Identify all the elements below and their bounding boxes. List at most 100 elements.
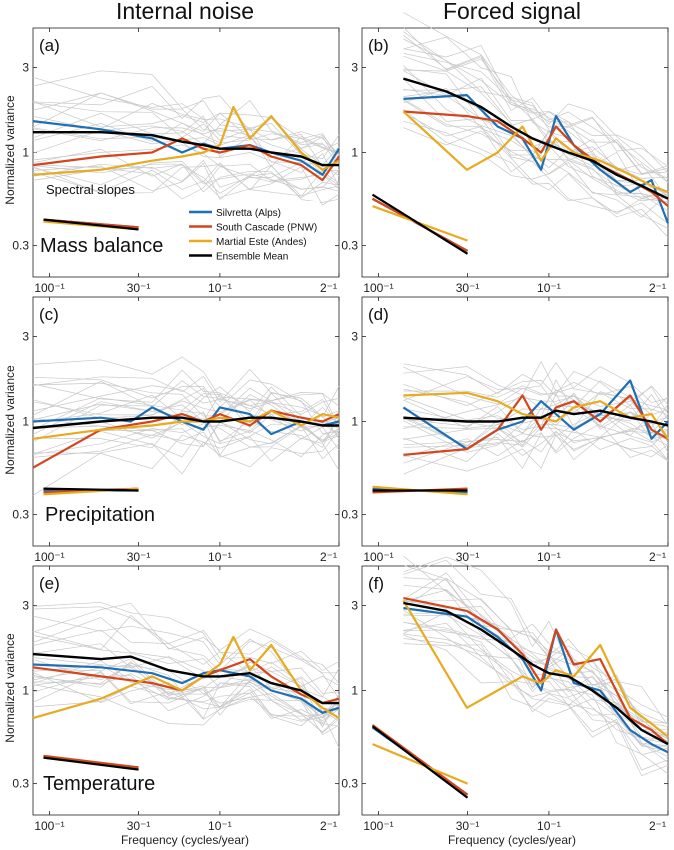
ensemble-member-line: [32, 92, 340, 164]
ensemble-member-line: [32, 664, 340, 728]
panel-d: (d) 100⁻¹ 30⁻¹ 10⁻¹ 2⁻¹ 0.3 1 3: [341, 296, 669, 564]
x-tick-label: 2⁻¹: [649, 550, 666, 564]
y-tick-label: 1: [22, 146, 29, 160]
slope-line-ensemble: [43, 487, 139, 492]
x-tick-label: 30⁻¹: [456, 550, 480, 564]
ensemble-member-line: [32, 164, 340, 197]
ensemble-member-line: [403, 88, 669, 194]
series-line-ensemble: [32, 652, 339, 705]
y-tick-label: 3: [22, 599, 29, 613]
ensemble-member-line: [32, 601, 340, 671]
ensemble-member-line: [32, 429, 340, 469]
ensemble-member-line: [32, 368, 340, 418]
y-tick-label: 1: [22, 415, 29, 429]
ensemble-member-line: [403, 34, 669, 179]
series-line-martial: [403, 391, 669, 440]
ensemble-member-line: [403, 423, 669, 469]
x-tick-label: 100⁻¹: [363, 819, 393, 833]
ensemble-member-line: [32, 369, 340, 427]
column-title-internal-noise: Internal noise: [116, 0, 254, 24]
ensemble-member-line: [32, 670, 340, 736]
ensemble-member-line: [32, 385, 340, 429]
ylabel-row3: Normalized variance: [3, 633, 17, 743]
y-tick-label: 3: [351, 599, 358, 613]
panel-a: (a) 100⁻¹ 30⁻¹ 10⁻¹ 2⁻¹ 0.3 1 3: [12, 27, 340, 295]
x-tick-label: 10⁻¹: [208, 281, 232, 295]
x-tick-label: 10⁻¹: [537, 819, 561, 833]
ensemble-member-line: [32, 606, 340, 684]
ensemble-member-line: [403, 389, 669, 427]
series-line-south: [32, 409, 340, 469]
slope-line-south: [43, 754, 139, 769]
x-tick-label: 30⁻¹: [127, 281, 151, 295]
x-tick-label: 30⁻¹: [456, 819, 480, 833]
ensemble-member-line: [403, 395, 669, 430]
y-tick-label: 3: [351, 330, 358, 344]
slope-line-ensemble: [43, 756, 139, 771]
ensemble-member-line: [403, 629, 669, 758]
series-line-martial: [402, 599, 669, 738]
ensemble-member-line: [403, 64, 669, 202]
ensemble-member-line: [403, 98, 669, 218]
y-tick-label: 1: [351, 146, 358, 160]
y-tick-label: 0.3: [341, 508, 358, 522]
series-line-ensemble: [403, 77, 669, 200]
y-tick-label: 1: [351, 684, 358, 698]
ensemble-member-line: [403, 100, 669, 215]
ensemble-member-line: [32, 92, 340, 168]
ensemble-member-line: [403, 120, 669, 238]
xlabel-left: Frequency (cycles/year): [121, 833, 249, 847]
ensemble-member-line: [32, 391, 340, 435]
ensemble-member-line: [403, 408, 669, 443]
ensemble-member-line: [403, 53, 669, 183]
ensemble-member-line: [32, 602, 340, 699]
ensemble-member-line: [403, 633, 669, 756]
label-temperature: Temperature: [43, 773, 155, 795]
series-line-martial: [32, 105, 340, 176]
ensemble-member-line: [32, 101, 340, 166]
ensemble-member-line: [32, 425, 340, 460]
ensemble-member-line: [403, 634, 669, 777]
x-tick-label: 100⁻¹: [363, 550, 393, 564]
series-line-silvretta: [403, 93, 670, 224]
x-tick-label: 10⁻¹: [537, 281, 561, 295]
x-tick-label: 2⁻¹: [320, 550, 337, 564]
x-tick-label: 2⁻¹: [320, 281, 337, 295]
ensemble-member-line: [403, 428, 669, 472]
ensemble-member-line: [403, 127, 669, 224]
series-line-ensemble: [32, 416, 339, 430]
xlabel-right: Frequency (cycles/year): [448, 833, 576, 847]
ensemble-member-line: [32, 436, 340, 496]
series-line-martial: [402, 110, 669, 194]
panel-label: (b): [368, 36, 389, 55]
x-tick-label: 100⁻¹: [363, 281, 393, 295]
panel-f: (f) 100⁻¹ 30⁻¹ 10⁻¹ 2⁻¹ 0.3 1 3: [341, 555, 669, 833]
legend-entry: Silvretta (Alps): [216, 208, 281, 219]
y-tick-label: 3: [22, 330, 29, 344]
panel-label: (a): [39, 36, 60, 55]
ensemble-member-line: [403, 55, 669, 167]
ensemble-member-line: [32, 356, 340, 407]
panel-e: (e) 100⁻¹ 30⁻¹ 10⁻¹ 2⁻¹ 0.3 1 3: [12, 565, 340, 833]
x-tick-label: 30⁻¹: [127, 819, 151, 833]
ensemble-member-line: [403, 45, 669, 174]
x-tick-label: 100⁻¹: [34, 550, 64, 564]
y-tick-label: 0.3: [12, 508, 29, 522]
x-tick-label: 100⁻¹: [34, 819, 64, 833]
y-tick-label: 3: [351, 61, 358, 75]
ensemble-member-line: [32, 417, 340, 444]
slope-line-martial: [372, 743, 468, 785]
legend-entry: Martial Este (Andes): [216, 237, 307, 248]
ensemble-member-line: [403, 622, 669, 775]
panel-b: (b) 100⁻¹ 30⁻¹ 10⁻¹ 2⁻¹ 0.3 1 3: [341, 12, 670, 295]
ensemble-member-line: [403, 614, 669, 747]
legend-entry: Ensemble Mean: [216, 252, 288, 263]
spectral-slopes-label: Spectral slopes: [46, 182, 135, 197]
x-tick-label: 30⁻¹: [456, 281, 480, 295]
ensemble-member-line: [403, 366, 669, 405]
ensemble-member-line: [32, 629, 340, 713]
y-tick-label: 0.3: [341, 239, 358, 253]
legend-entry: South Cascade (PNW): [216, 223, 317, 234]
column-title-forced-signal: Forced signal: [443, 0, 581, 24]
